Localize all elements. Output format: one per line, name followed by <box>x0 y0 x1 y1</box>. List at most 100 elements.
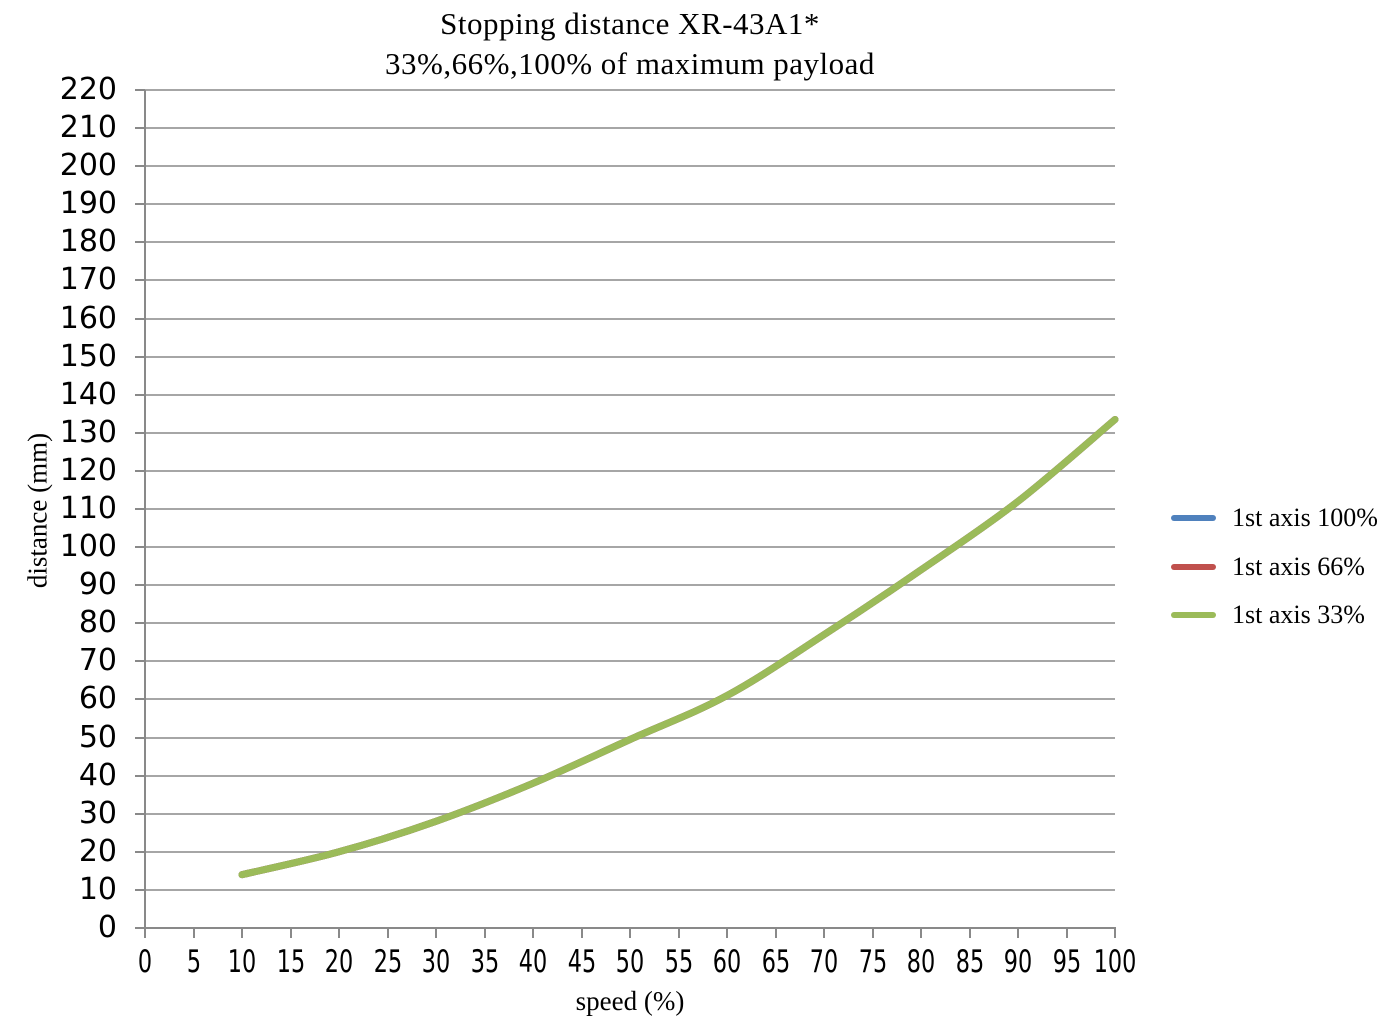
y-gridline <box>145 469 1115 472</box>
y-tick-label: 190 <box>59 186 117 222</box>
y-tick-label: 20 <box>78 833 117 869</box>
x-tick <box>871 928 874 938</box>
y-tick-label: 10 <box>78 871 117 907</box>
y-tick-label: 170 <box>59 262 117 298</box>
y-gridline <box>145 622 1115 625</box>
x-tick-label: 15 <box>276 944 305 980</box>
y-gridline <box>145 165 1115 168</box>
y-tick-label: 210 <box>59 110 117 146</box>
y-gridline <box>145 241 1115 244</box>
legend-label: 1st axis 66% <box>1232 552 1365 581</box>
x-tick-label: 35 <box>470 944 499 980</box>
y-tick <box>135 431 145 434</box>
x-tick-label: 70 <box>809 944 839 980</box>
y-tick-label: 150 <box>59 338 117 374</box>
x-tick <box>483 928 486 938</box>
x-tick-label: 95 <box>1052 944 1081 980</box>
x-tick <box>968 928 971 938</box>
y-tick <box>135 927 145 929</box>
y-tick <box>135 660 145 663</box>
y-gridline <box>145 584 1115 587</box>
y-tick <box>135 355 145 358</box>
y-tick-label: 110 <box>59 491 117 526</box>
y-tick <box>135 774 145 777</box>
y-tick <box>135 546 145 549</box>
y-tick-label: 220 <box>59 72 117 107</box>
legend-swatch-icon <box>1171 515 1216 521</box>
series-line-0 <box>238 416 1119 879</box>
x-tick-label: 40 <box>518 944 548 980</box>
x-axis-title: speed (%) <box>575 986 685 1016</box>
y-tick <box>135 165 145 168</box>
series-line-1 <box>238 416 1119 879</box>
y-gridline <box>145 203 1115 206</box>
y-tick-label: 30 <box>78 795 117 831</box>
y-tick <box>135 127 145 130</box>
y-tick-label: 140 <box>59 376 117 412</box>
x-tick-label: 50 <box>615 944 645 980</box>
x-tick <box>726 928 728 938</box>
y-tick <box>135 508 145 510</box>
x-tick-label: 75 <box>858 944 887 980</box>
y-tick-label: 100 <box>59 529 117 565</box>
y-tick-label: 130 <box>59 414 117 450</box>
y-tick-label: 80 <box>78 605 117 641</box>
y-gridline <box>145 660 1115 663</box>
y-gridline <box>145 508 1115 510</box>
x-tick-label: 90 <box>1003 944 1033 980</box>
y-tick-label: 70 <box>78 643 117 679</box>
x-tick <box>241 928 243 938</box>
x-tick <box>338 928 340 938</box>
x-tick <box>289 928 292 938</box>
y-tick-label: 40 <box>78 757 117 793</box>
y-gridline <box>145 431 1115 434</box>
x-tick <box>192 928 195 938</box>
chart-subtitle: 33%,66%,100% of maximum payload <box>385 46 875 81</box>
y-tick <box>135 89 145 91</box>
x-tick-label: 5 <box>186 944 201 980</box>
y-tick <box>135 393 145 396</box>
y-gridline <box>145 850 1115 853</box>
x-tick <box>677 928 680 938</box>
y-gridline <box>145 698 1115 701</box>
legend-label: 1st axis 100% <box>1232 503 1378 532</box>
x-tick <box>1017 928 1019 938</box>
y-gridline <box>145 127 1115 130</box>
x-tick-label: 30 <box>421 944 451 980</box>
y-gridline <box>145 774 1115 777</box>
x-tick <box>532 928 534 938</box>
y-tick <box>135 317 145 320</box>
y-gridline <box>145 355 1115 358</box>
y-axis-line <box>144 90 146 929</box>
chart-title: Stopping distance XR-43A1* <box>440 6 820 41</box>
y-axis-title: distance (mm) <box>22 432 53 589</box>
x-tick <box>774 928 777 938</box>
y-gridline <box>145 812 1115 815</box>
y-tick-label: 90 <box>78 567 117 603</box>
y-tick <box>135 812 145 815</box>
x-tick <box>629 928 631 938</box>
y-gridline <box>145 279 1115 282</box>
x-tick <box>823 928 825 938</box>
y-tick <box>135 203 145 206</box>
x-tick-label: 65 <box>761 944 790 980</box>
y-tick <box>135 698 145 701</box>
x-tick <box>1114 928 1116 938</box>
y-tick-label: 50 <box>78 719 117 755</box>
x-tick-label: 0 <box>137 944 153 980</box>
x-tick-label: 20 <box>324 944 354 980</box>
y-gridline <box>145 888 1115 891</box>
x-tick <box>920 928 922 938</box>
x-tick <box>144 928 146 938</box>
y-tick <box>135 622 145 625</box>
y-tick <box>135 850 145 853</box>
y-gridline <box>145 317 1115 320</box>
y-tick <box>135 584 145 587</box>
x-tick <box>386 928 389 938</box>
y-tick <box>135 888 145 891</box>
x-tick-label: 60 <box>712 944 742 980</box>
y-tick-label: 0 <box>97 910 117 945</box>
y-gridline <box>145 546 1115 549</box>
